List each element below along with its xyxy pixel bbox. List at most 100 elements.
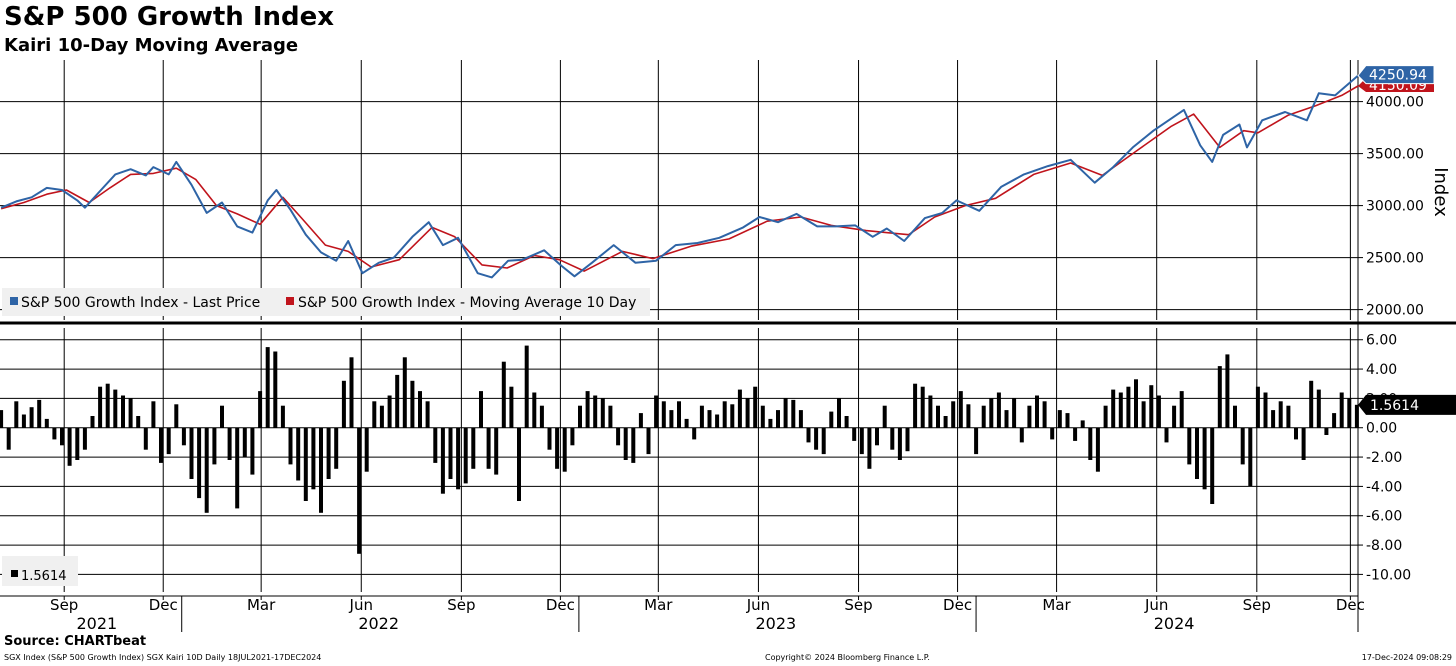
kairi-bar: [578, 405, 582, 428]
kairi-bar: [1057, 410, 1062, 428]
kairi-bar: [875, 427, 879, 446]
kairi-bar: [1217, 366, 1222, 428]
kairi-bar: [372, 401, 377, 428]
x-month-label: Sep: [50, 596, 78, 614]
kairi-bar: [517, 427, 521, 501]
kairi-bar: [1240, 427, 1245, 465]
kairi-bar: [29, 407, 34, 428]
kairi-bar: [98, 386, 103, 428]
kairi-bar: [425, 401, 430, 428]
price-last-value-badge: [1357, 65, 1435, 85]
kairi-bar: [539, 405, 544, 428]
kairi-bar: [867, 427, 872, 469]
kairi-ytick-label: 0.00: [1366, 421, 1397, 437]
kairi-bar: [509, 386, 514, 428]
kairi-bar: [143, 427, 148, 450]
price-ytick-label: 3000.00: [1366, 199, 1424, 215]
kairi-bar: [783, 398, 788, 428]
kairi-bar: [235, 427, 240, 509]
kairi-bar: [1118, 392, 1123, 428]
kairi-bar: [1012, 398, 1017, 428]
kairi-bar: [1187, 427, 1192, 465]
kairi-bar: [1210, 427, 1215, 504]
kairi-bar: [859, 427, 864, 455]
kairi-bar: [448, 427, 453, 479]
chart-subtitle: Kairi 10-Day Moving Average: [4, 35, 299, 56]
kairi-bar: [791, 399, 796, 428]
kairi-bar: [600, 398, 605, 428]
kairi-bar: [1195, 427, 1199, 479]
kairi-bar: [433, 427, 438, 463]
kairi-bar: [1278, 401, 1283, 428]
kairi-bar: [806, 427, 811, 443]
kairi-bar: [905, 427, 910, 452]
kairi-bar: [555, 427, 560, 469]
kairi-ytick-label: -6.00: [1366, 509, 1402, 525]
footer-copyright: Copyright© 2024 Bloomberg Finance L.P.: [765, 653, 930, 662]
price-legend-box: [2, 288, 650, 316]
kairi-bar: [364, 427, 369, 472]
kairi-bar: [981, 405, 986, 428]
kairi-bar: [14, 401, 19, 428]
x-month-label: Sep: [844, 596, 872, 614]
kairi-bar: [52, 427, 57, 440]
kairi-bar: [1164, 427, 1169, 443]
kairi-bar: [265, 347, 270, 428]
kairi-bar: [334, 427, 339, 469]
kairi-bar: [37, 399, 42, 428]
kairi-legend-swatch: [11, 570, 18, 577]
kairi-bar: [760, 405, 765, 428]
legend-label-ma: S&P 500 Growth Index - Moving Average 10…: [298, 295, 636, 311]
kairi-bar: [1354, 404, 1359, 428]
kairi-bar: [1141, 401, 1146, 428]
x-month-label: Sep: [1243, 596, 1271, 614]
price-ytick-label: 2000.00: [1366, 303, 1424, 319]
kairi-bar: [1004, 410, 1009, 428]
kairi-panel-bg: [0, 328, 1358, 592]
kairi-bar: [730, 404, 735, 428]
kairi-bar: [936, 405, 940, 428]
kairi-bar: [341, 380, 346, 428]
kairi-bar: [1149, 385, 1154, 428]
kairi-bar: [6, 427, 11, 450]
kairi-bar: [593, 395, 598, 428]
x-month-label: Jun: [349, 596, 373, 614]
kairi-bar: [1271, 410, 1276, 428]
kairi-bar: [1172, 405, 1177, 428]
kairi-bar: [1019, 427, 1024, 443]
kairi-bar: [121, 395, 125, 428]
kairi-bar: [1126, 386, 1131, 428]
kairi-bar: [776, 410, 780, 428]
chart-title: S&P 500 Growth Index: [4, 2, 335, 32]
kairi-legend-label: 1.5614: [21, 569, 67, 584]
source-label: Source: CHARTbeat: [4, 634, 147, 649]
kairi-bar: [1042, 401, 1047, 428]
chart-canvas: 2000.00 2500.00 3000.00 3500.00 4000.00 -10.0…: [0, 60, 1456, 633]
kairi-bar: [1035, 395, 1039, 428]
kairi-bar: [837, 398, 841, 428]
kairi-bar: [479, 391, 483, 428]
kairi-bar: [44, 418, 49, 428]
x-month-label: Mar: [644, 596, 673, 614]
kairi-bar: [890, 427, 895, 450]
kairi-bar: [547, 427, 552, 450]
kairi-bar: [745, 398, 750, 428]
kairi-bar: [1088, 427, 1093, 460]
kairi-bar: [692, 427, 697, 440]
kairi-bar: [798, 410, 803, 428]
kairi-bar: [996, 392, 1001, 428]
kairi-bar: [220, 405, 224, 428]
x-month-label: Dec: [1336, 596, 1365, 614]
kairi-bar: [920, 386, 925, 428]
kairi-bar: [1027, 405, 1032, 428]
kairi-bar: [174, 404, 179, 428]
kairi-bar: [1309, 380, 1314, 428]
kairi-bar: [1294, 427, 1298, 440]
kairi-bar: [913, 383, 918, 428]
kairi-bar: [357, 427, 362, 554]
kairi-bar: [387, 395, 392, 428]
kairi-bar: [67, 427, 72, 466]
kairi-bar: [616, 427, 621, 446]
x-year-label: 2023: [755, 614, 796, 633]
kairi-bar: [1080, 420, 1085, 428]
